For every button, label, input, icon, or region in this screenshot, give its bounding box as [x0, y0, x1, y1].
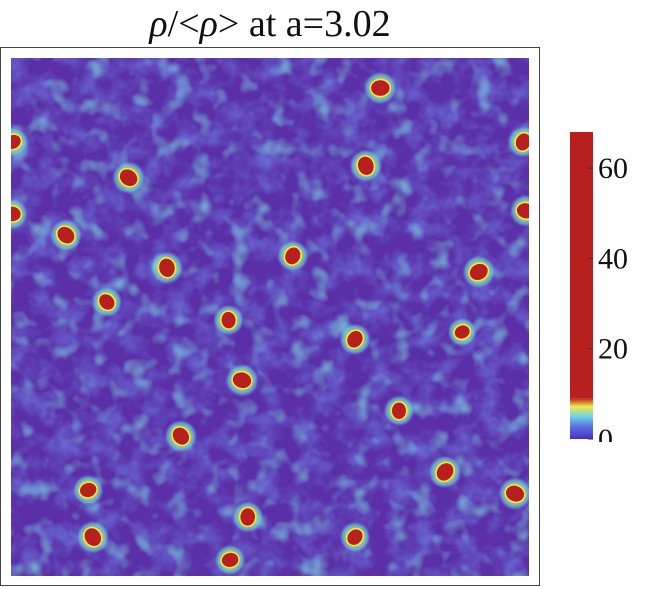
- clump-core: [345, 527, 365, 547]
- clump-core: [238, 506, 257, 528]
- clump-core: [97, 292, 116, 312]
- clump-core: [220, 310, 238, 330]
- clump-core: [11, 133, 23, 151]
- colorbar-bar: [570, 132, 593, 439]
- clump-core: [157, 257, 177, 279]
- clump-core: [390, 400, 408, 421]
- clump-core: [356, 155, 376, 177]
- clump-core: [283, 245, 302, 266]
- clump-core: [231, 370, 253, 390]
- clump-core: [369, 78, 392, 98]
- clump-core: [78, 481, 98, 499]
- clump-core: [11, 205, 23, 223]
- clump-core: [453, 323, 472, 341]
- title-rho: ρ: [149, 3, 168, 45]
- clump-core: [56, 225, 76, 245]
- clump-core: [468, 262, 490, 282]
- title-rho-mean: ρ: [199, 3, 218, 45]
- clump-core: [515, 201, 529, 220]
- clump-core: [171, 426, 191, 447]
- clump-core: [514, 131, 529, 152]
- colorbar-low-segment: [570, 398, 593, 439]
- colorbar-tick-label: 40: [598, 242, 628, 275]
- clump-core: [504, 484, 526, 504]
- clump-core: [345, 329, 365, 350]
- colorbar-tick-label: 0: [598, 423, 613, 442]
- density-field: [11, 58, 529, 576]
- clump-core: [220, 551, 240, 569]
- clump-core: [83, 526, 103, 548]
- colorbar-tick-label: 20: [598, 333, 628, 366]
- colorbar-tick-label: 60: [598, 152, 628, 185]
- plot-frame: [0, 47, 540, 586]
- colorbar-high-segment: [570, 132, 593, 399]
- clump-core: [435, 461, 455, 483]
- clump-core: [118, 167, 139, 188]
- chart-title: ρ/<ρ> at a=3.02: [149, 3, 391, 45]
- colorbar-ticks: 0 20 40 60: [588, 152, 628, 442]
- colorbar: 0 20 40 60: [570, 132, 628, 442]
- clump-layer: [11, 71, 529, 576]
